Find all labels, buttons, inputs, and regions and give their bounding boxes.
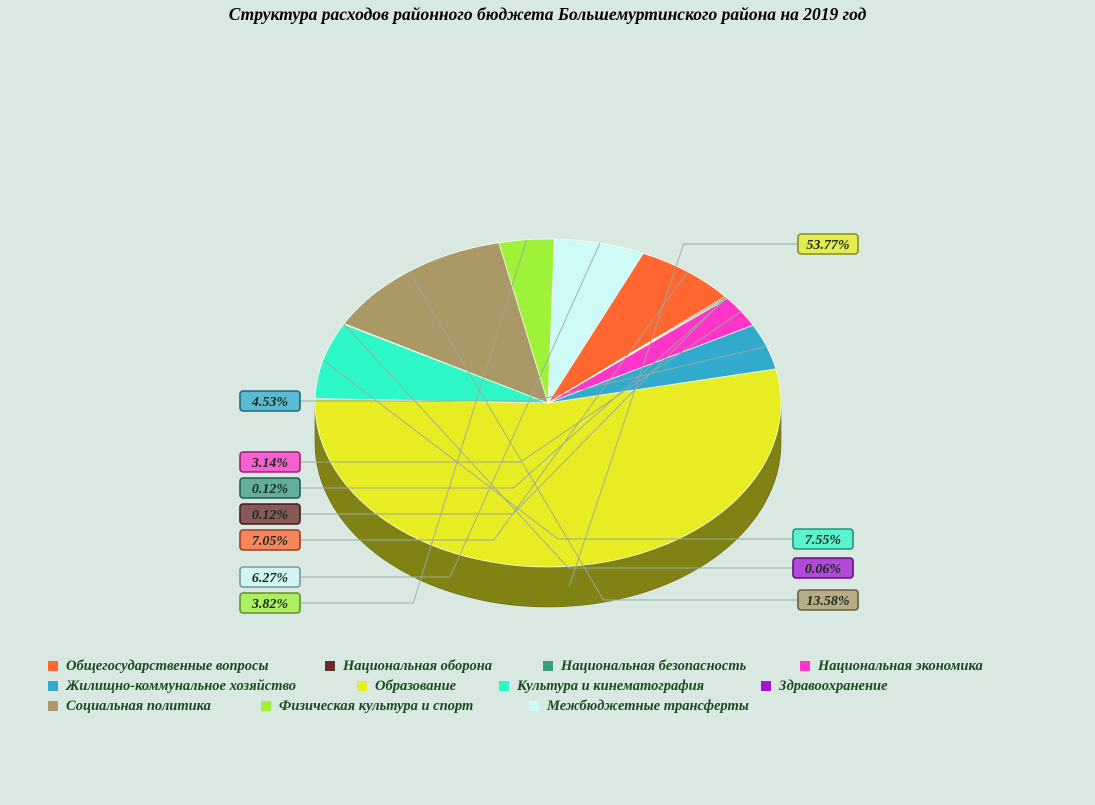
legend-label: Национальная оборона [343, 658, 493, 674]
legend-swatch [499, 681, 509, 691]
label-leader-физическая-культура-и-спорт [300, 239, 527, 604]
label-leader-межбюджетные-трансферты [300, 242, 601, 578]
legend-swatch [357, 681, 367, 691]
label-leader-национальная-безопасность [300, 297, 728, 489]
legend-label: Межбюджетные трансферты [547, 698, 749, 714]
legend-item-жилищно-коммунальное-хозяйство: Жилищно-коммунальное хозяйство [48, 677, 296, 695]
legend-row: Социальная политика Физическая культура и… [48, 697, 1068, 717]
label-leader-здравоохранение [343, 323, 793, 569]
label-box-здравоохранение [792, 557, 854, 579]
legend-swatch [48, 701, 58, 711]
label-box-жилищно-коммунальное-хозяйство [239, 390, 301, 412]
label-leader-социальная-политика [408, 271, 798, 601]
legend-swatch [529, 701, 539, 711]
data-label-образование: 53.77% [806, 238, 849, 253]
legend-label: Образование [375, 678, 457, 694]
data-label-здравоохранение: 0.06% [805, 562, 841, 577]
label-leader-национальная-оборона [300, 296, 727, 515]
legend-label: Физическая культура и спорт [279, 698, 474, 714]
label-leader-общегосударственные-вопросы [300, 271, 689, 541]
label-box-национальная-экономика [239, 451, 301, 473]
legend-item-межбюджетные-трансферты: Межбюджетные трансферты [529, 697, 749, 715]
legend-item-культура-и-кинематография: Культура и кинематография [499, 677, 704, 695]
label-leader-жилищно-коммунальное-хозяйство [300, 346, 767, 402]
legend-label: Общегосударственные вопросы [66, 658, 269, 674]
legend-label: Культура и кинематография [517, 678, 705, 694]
data-label-физическая-культура-и-спорт: 3.82% [251, 597, 288, 612]
legend-item-физическая-культура-и-спорт: Физическая культура и спорт [261, 697, 473, 715]
label-box-культура-и-кинематография [792, 528, 854, 550]
label-leader-образование [568, 243, 798, 587]
legend-swatch [48, 661, 58, 671]
data-label-культура-и-кинематография: 7.55% [805, 533, 841, 548]
legend-label: Национальная безопасность [561, 658, 747, 674]
legend-label: Здравоохранение [779, 678, 888, 694]
data-label-межбюджетные-трансферты: 6.27% [252, 571, 288, 586]
label-box-национальная-оборона [239, 503, 301, 525]
label-box-национальная-безопасность [239, 477, 301, 499]
legend-label: Социальная политика [66, 698, 211, 714]
data-label-социальная-политика: 13.58% [806, 594, 849, 609]
legend-item-национальная-экономика: Национальная экономика [800, 657, 983, 675]
legend-swatch [761, 681, 771, 691]
data-label-национальная-безопасность: 0.12% [252, 482, 288, 497]
legend-item-здравоохранение: Здравоохранение [761, 677, 888, 695]
legend-swatch [48, 681, 58, 691]
chart-title: Структура расходов районного бюджета Бол… [228, 4, 867, 24]
label-box-общегосударственные-вопросы [239, 529, 301, 551]
data-label-общегосударственные-вопросы: 7.05% [252, 534, 288, 549]
label-box-социальная-политика [797, 589, 859, 611]
label-box-физическая-культура-и-спорт [239, 592, 301, 614]
legend-row: Общегосударственные вопросы Национальная … [48, 657, 1068, 677]
label-leader-национальная-экономика [300, 311, 742, 463]
legend-label: Жилищно-коммунальное хозяйство [66, 678, 297, 694]
legend-swatch [543, 661, 553, 671]
label-box-образование [797, 233, 859, 255]
legend-swatch [325, 661, 335, 671]
data-label-жилищно-коммунальное-хозяйство: 4.53% [251, 395, 288, 410]
legend-item-социальная-политика: Социальная политика [48, 697, 211, 715]
legend-item-образование: Образование [357, 677, 456, 695]
pie-chart: 53.77% 7.55% 0.06% 13.58% 3.82% 6.27% 7.05% 0.1… [239, 233, 859, 614]
chart-legend: Общегосударственные вопросы Национальная … [48, 657, 1068, 717]
pie-slice-социальная-политика [343, 242, 549, 404]
legend-label: Национальная экономика [818, 658, 983, 674]
data-label-национальная-оборона: 0.12% [252, 508, 288, 523]
pie-slice-образование [314, 368, 782, 568]
label-leader-культура-и-кинематография [322, 359, 793, 540]
legend-item-национальная-оборона: Национальная оборона [325, 657, 492, 675]
legend-item-общегосударственные-вопросы: Общегосударственные вопросы [48, 657, 269, 675]
legend-swatch [800, 661, 810, 671]
legend-row: Жилищно-коммунальное хозяйство Образовани… [48, 677, 1068, 697]
legend-item-национальная-безопасность: Национальная безопасность [543, 657, 746, 675]
data-label-национальная-экономика: 3.14% [251, 456, 288, 471]
legend-swatch [261, 701, 271, 711]
label-box-межбюджетные-трансферты [239, 566, 301, 588]
